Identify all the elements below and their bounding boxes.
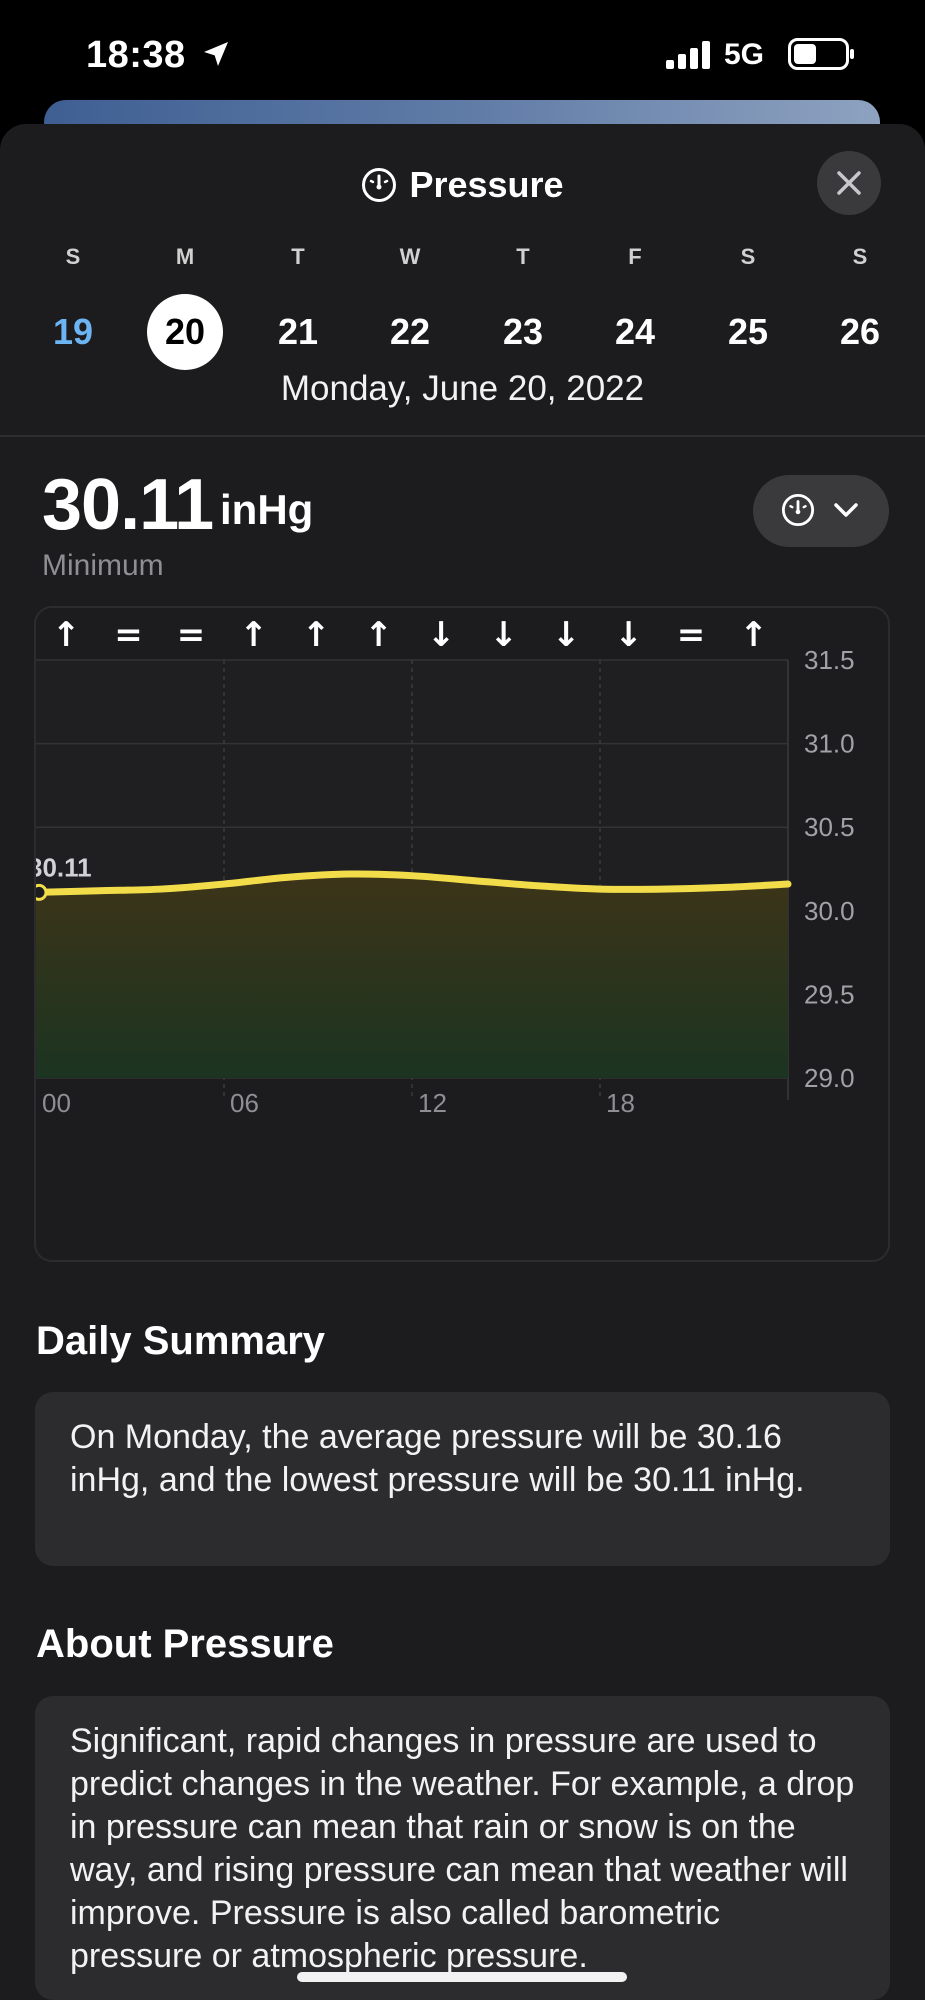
pressure-line bbox=[36, 870, 792, 896]
day-number[interactable]: 23 bbox=[502, 311, 544, 352]
day-number[interactable]: 19 bbox=[52, 311, 94, 352]
sheet-title: Pressure bbox=[0, 164, 925, 206]
day-letter: F bbox=[628, 244, 642, 269]
trend-marker: ↑ bbox=[364, 615, 393, 655]
pressure-chart-svg: 31.5 31.0 30.5 30.0 29.5 29.0 00 06 12 18 ↑ = = ↑ ↑ ↑ ↓ ↓… bbox=[36, 615, 855, 1118]
trend-marker: ↑ bbox=[239, 615, 268, 655]
trend-marker: ↓ bbox=[489, 615, 518, 655]
signal-bars-icon bbox=[666, 41, 710, 69]
pressure-caption: Minimum bbox=[42, 549, 164, 582]
daily-summary-card: On Monday, the average pressure will be … bbox=[35, 1392, 890, 1566]
day-number[interactable]: 24 bbox=[614, 311, 656, 352]
pressure-chart: 31.5 31.0 30.5 30.0 29.5 29.0 00 06 12 18 ↑ = = ↑ ↑ ↑ ↓ ↓… bbox=[34, 606, 890, 1262]
trend-marker: ↑ bbox=[739, 615, 768, 655]
trend-marker: = bbox=[677, 615, 706, 655]
day-letter: T bbox=[291, 244, 305, 269]
y-tick-label: 29.0 bbox=[804, 1063, 855, 1093]
y-tick-label: 31.0 bbox=[804, 729, 855, 759]
day-letter: M bbox=[175, 244, 195, 269]
chart-mode-button[interactable] bbox=[753, 475, 889, 547]
y-tick-label: 29.5 bbox=[804, 979, 855, 1009]
daily-summary-title: Daily Summary bbox=[36, 1319, 326, 1363]
x-tick-label: 12 bbox=[418, 1088, 447, 1118]
about-pressure-title: About Pressure bbox=[36, 1622, 334, 1666]
day-letter: S bbox=[852, 244, 868, 269]
pressure-value: 30.11 bbox=[42, 465, 214, 545]
close-icon bbox=[837, 171, 861, 195]
about-pressure-card: Significant, rapid changes in pressure a… bbox=[35, 1696, 890, 2000]
gauge-icon bbox=[362, 168, 397, 202]
day-number[interactable]: 21 bbox=[277, 311, 319, 352]
day-number[interactable]: 25 bbox=[727, 311, 769, 352]
minimum-point-marker bbox=[36, 883, 48, 901]
location-arrow-icon bbox=[204, 42, 228, 66]
pressure-unit: inHg bbox=[220, 486, 314, 533]
trend-marker: = bbox=[177, 615, 206, 655]
y-tick-label: 31.5 bbox=[804, 645, 855, 675]
day-letter: T bbox=[516, 244, 530, 269]
trend-marker: ↓ bbox=[614, 615, 643, 655]
network-label: 5G bbox=[724, 38, 765, 71]
sheet-title-text: Pressure bbox=[409, 164, 564, 205]
selected-date: Monday, June 20, 2022 bbox=[280, 369, 645, 408]
status-bar: 18:38 5G bbox=[0, 0, 925, 110]
y-tick-label: 30.0 bbox=[804, 896, 855, 926]
pressure-sheet: Pressure S 19 M 20 T 21 W 22 T 23 F bbox=[0, 124, 925, 2000]
y-tick-label: 30.5 bbox=[804, 812, 855, 842]
day-number[interactable]: 22 bbox=[389, 311, 431, 352]
home-indicator bbox=[297, 1972, 627, 1982]
trend-marker: ↑ bbox=[52, 615, 81, 655]
day-number[interactable]: 20 bbox=[147, 294, 223, 370]
divider bbox=[0, 435, 925, 437]
day-letter: S bbox=[740, 244, 756, 269]
day-number[interactable]: 26 bbox=[839, 311, 881, 352]
close-button[interactable] bbox=[817, 151, 881, 215]
gauge-icon bbox=[781, 493, 815, 527]
status-time: 18:38 bbox=[86, 34, 186, 76]
x-tick-label: 18 bbox=[606, 1088, 635, 1118]
trend-marker: = bbox=[114, 615, 143, 655]
trend-marker: ↓ bbox=[427, 615, 456, 655]
week-day-picker: S 19 M 20 T 21 W 22 T 23 F 24 S 25 S 26 bbox=[0, 244, 925, 370]
day-letter: S bbox=[65, 244, 81, 269]
chevron-down-icon bbox=[834, 503, 858, 517]
trend-marker: ↓ bbox=[552, 615, 581, 655]
x-tick-label: 00 bbox=[42, 1088, 71, 1118]
pressure-area bbox=[36, 873, 788, 1078]
day-letter: W bbox=[399, 244, 421, 269]
x-tick-label: 06 bbox=[230, 1088, 259, 1118]
battery-icon bbox=[788, 38, 854, 70]
minimum-point-label: 30.11 bbox=[36, 852, 92, 882]
trend-marker: ↑ bbox=[302, 615, 331, 655]
